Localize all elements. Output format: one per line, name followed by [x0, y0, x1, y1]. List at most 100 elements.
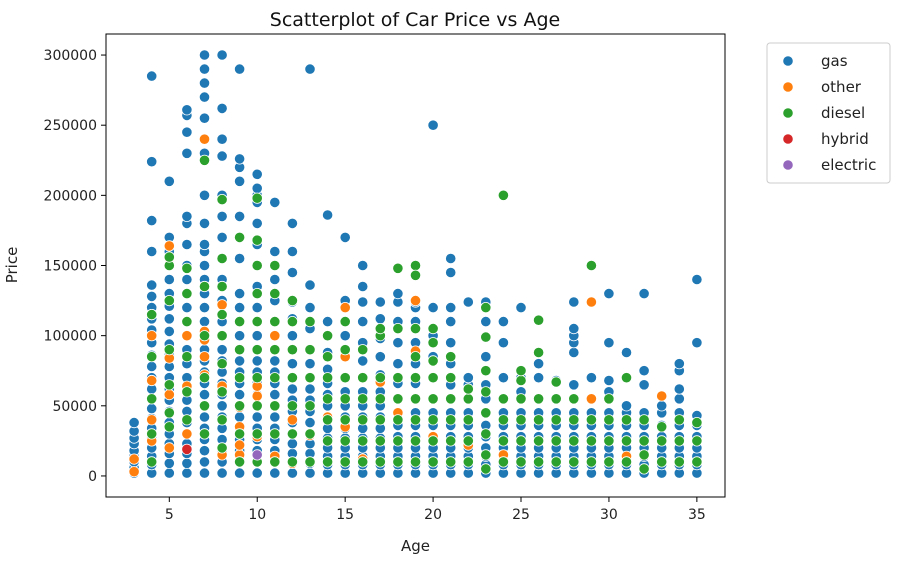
point-gas-458	[638, 287, 650, 300]
point-gas-272	[357, 259, 369, 272]
point-diesel-31	[216, 252, 228, 265]
point-diesel-137	[480, 386, 492, 398]
point-gas-191	[269, 273, 281, 286]
point-gas-151	[234, 153, 246, 165]
point-gas-269	[357, 315, 369, 328]
point-gas-447	[620, 400, 633, 412]
point-gas-396	[532, 358, 545, 370]
point-gas-174	[251, 182, 263, 194]
point-gas-213	[304, 467, 316, 479]
point-diesel-79	[339, 435, 351, 447]
point-gas-29	[146, 215, 158, 227]
point-gas-158	[251, 411, 263, 423]
point-gas-198	[286, 438, 298, 450]
legend-label-other: other	[821, 78, 862, 96]
point-diesel-171	[603, 456, 615, 468]
point-diesel-166	[568, 393, 580, 405]
point-diesel-25	[216, 414, 228, 426]
point-gas-141	[234, 355, 246, 367]
point-other-8	[163, 388, 175, 401]
point-diesel-30	[216, 280, 228, 293]
point-other-50	[585, 393, 598, 405]
point-other-25	[216, 299, 228, 311]
point-diesel-98	[392, 456, 404, 468]
point-diesel-185	[656, 421, 668, 433]
point-diesel-55	[269, 315, 281, 328]
point-diesel-141	[497, 456, 509, 468]
x-tick-label-20: 20	[424, 507, 442, 523]
point-diesel-5	[163, 421, 175, 433]
point-gas-27	[146, 279, 158, 291]
point-diesel-21	[198, 330, 211, 342]
point-diesel-61	[286, 372, 298, 384]
point-diesel-58	[286, 456, 298, 468]
x-axis-label: Age	[401, 537, 430, 555]
point-gas-477	[673, 358, 685, 370]
point-diesel-130	[462, 414, 474, 426]
point-diesel-62	[286, 344, 298, 356]
point-diesel-105	[409, 456, 422, 468]
point-gas-413	[568, 379, 580, 391]
point-diesel-26	[216, 386, 228, 398]
point-diesel-67	[304, 400, 316, 412]
point-diesel-54	[269, 344, 281, 356]
point-diesel-8	[163, 344, 175, 356]
point-diesel-154	[532, 414, 545, 426]
point-gas-54	[181, 467, 193, 479]
legend-label-electric: electric	[821, 156, 876, 174]
point-gas-457	[638, 365, 650, 377]
point-diesel-69	[304, 344, 316, 356]
point-gas-149	[234, 175, 246, 187]
y-tick-label-150000: 150000	[44, 259, 97, 275]
y-tick-label-250000: 250000	[44, 118, 97, 134]
point-other-4	[146, 374, 158, 387]
point-diesel-53	[269, 372, 281, 384]
point-gas-153	[251, 467, 263, 479]
point-gas-374	[497, 372, 509, 384]
point-gas-267	[357, 355, 369, 367]
point-diesel-143	[497, 414, 509, 426]
point-gas-148	[234, 210, 246, 222]
point-diesel-77	[321, 330, 334, 342]
point-gas-16	[146, 402, 158, 415]
point-diesel-168	[585, 435, 598, 447]
y-tick-label-100000: 100000	[44, 329, 97, 345]
point-gas-439	[603, 287, 615, 300]
point-gas-131	[234, 467, 246, 479]
point-gas-163	[251, 355, 263, 367]
point-diesel-186	[673, 456, 685, 468]
point-diesel-70	[304, 315, 316, 328]
point-diesel-180	[638, 449, 650, 461]
point-diesel-150	[515, 374, 527, 387]
point-gas-297	[392, 337, 404, 349]
point-diesel-170	[585, 259, 598, 272]
point-diesel-184	[656, 435, 668, 447]
point-gas-194	[269, 196, 281, 208]
point-gas-46	[163, 313, 175, 325]
point-diesel-117	[427, 393, 439, 405]
point-diesel-81	[339, 393, 351, 405]
point-gas-203	[286, 383, 298, 395]
point-other-12	[181, 428, 193, 440]
point-diesel-112	[409, 259, 422, 272]
point-diesel-190	[691, 435, 703, 447]
point-gas-212	[286, 217, 298, 229]
point-diesel-14	[181, 351, 193, 363]
point-gas-70	[181, 273, 193, 286]
point-diesel-59	[286, 428, 298, 440]
point-gas-49	[163, 273, 175, 286]
point-diesel-60	[286, 400, 298, 412]
point-diesel-182	[638, 414, 650, 426]
point-gas-474	[673, 393, 685, 405]
point-diesel-118	[427, 372, 439, 384]
point-diesel-147	[515, 435, 527, 447]
point-gas-270	[357, 296, 369, 308]
point-diesel-50	[269, 456, 281, 468]
point-gas-31	[146, 70, 158, 82]
point-gas-76	[181, 126, 193, 138]
point-diesel-131	[462, 393, 474, 405]
point-gas-256	[339, 231, 351, 243]
point-gas-80	[198, 456, 211, 468]
point-gas-96	[198, 259, 211, 272]
x-tick-label-15: 15	[336, 507, 354, 523]
